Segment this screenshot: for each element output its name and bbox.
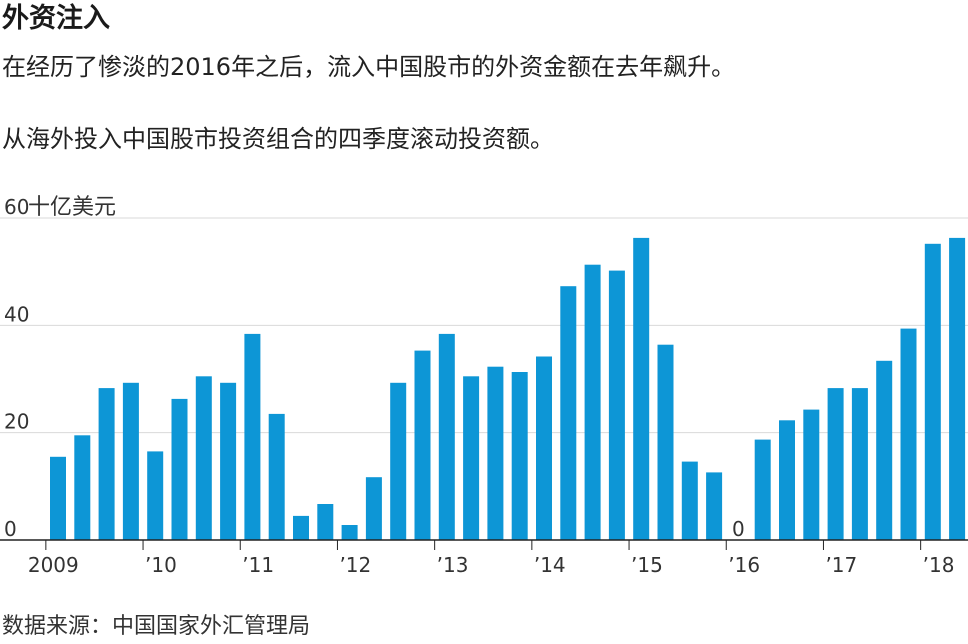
bar [195, 376, 212, 540]
bar [924, 243, 941, 541]
bar [268, 413, 285, 540]
y-unit-label: 十亿美元 [28, 195, 116, 220]
bar [463, 376, 480, 540]
chart-title: 外资注入 [2, 3, 110, 34]
bar [754, 439, 771, 540]
y-tick-label: 20 [4, 410, 29, 434]
x-tick-label: ’11 [242, 553, 274, 577]
bar [900, 328, 917, 540]
bar [365, 477, 382, 540]
bar [803, 409, 820, 540]
bar [560, 286, 577, 540]
bar [98, 388, 115, 540]
bar [608, 270, 625, 540]
bar [220, 382, 237, 540]
axes [0, 539, 968, 550]
bar [341, 525, 358, 540]
bar [122, 382, 139, 540]
bar [390, 382, 407, 540]
chart-note: 从海外投入中国股市投资组合的四季度滚动投资额。 [2, 125, 554, 153]
bar [657, 344, 674, 540]
y-tick-label: 40 [4, 302, 29, 326]
x-tick-label: ’10 [145, 553, 177, 577]
bar [147, 451, 164, 540]
bar [584, 264, 601, 540]
x-tick-label: 2009 [28, 553, 79, 577]
bar [317, 504, 334, 540]
bar [949, 237, 966, 540]
bar [414, 350, 431, 540]
bar [876, 360, 893, 540]
x-tick-label: ’14 [534, 553, 566, 577]
y-tick-label: 60 [4, 195, 29, 219]
bar [827, 388, 844, 540]
bar-value-label: 0 [732, 517, 745, 541]
source-note: 数据来源：中国国家外汇管理局 [2, 614, 311, 639]
bar [487, 366, 504, 540]
bar [851, 388, 868, 540]
bar [706, 472, 723, 540]
bar [511, 372, 528, 540]
x-tick-label: ’15 [631, 553, 663, 577]
x-tick-label: ’18 [923, 553, 955, 577]
gridlines [0, 217, 968, 434]
x-tick-label: ’16 [728, 553, 760, 577]
bar [244, 333, 261, 540]
x-tick-label: ’17 [825, 553, 857, 577]
bar [779, 420, 795, 540]
bar [171, 398, 188, 540]
bar [50, 456, 66, 540]
bar [681, 461, 698, 540]
bars [50, 237, 966, 541]
chart-subtitle: 在经历了惨淡的2016年之后，流入中国股市的外资金额在去年飙升。 [2, 53, 736, 81]
bar [536, 356, 552, 540]
x-tick-label: ’12 [339, 553, 371, 577]
bar [74, 435, 91, 540]
bar [438, 333, 455, 540]
bar [633, 237, 650, 540]
x-tick-label: ’13 [437, 553, 469, 577]
y-tick-label: 0 [4, 517, 17, 541]
bar [293, 515, 309, 540]
